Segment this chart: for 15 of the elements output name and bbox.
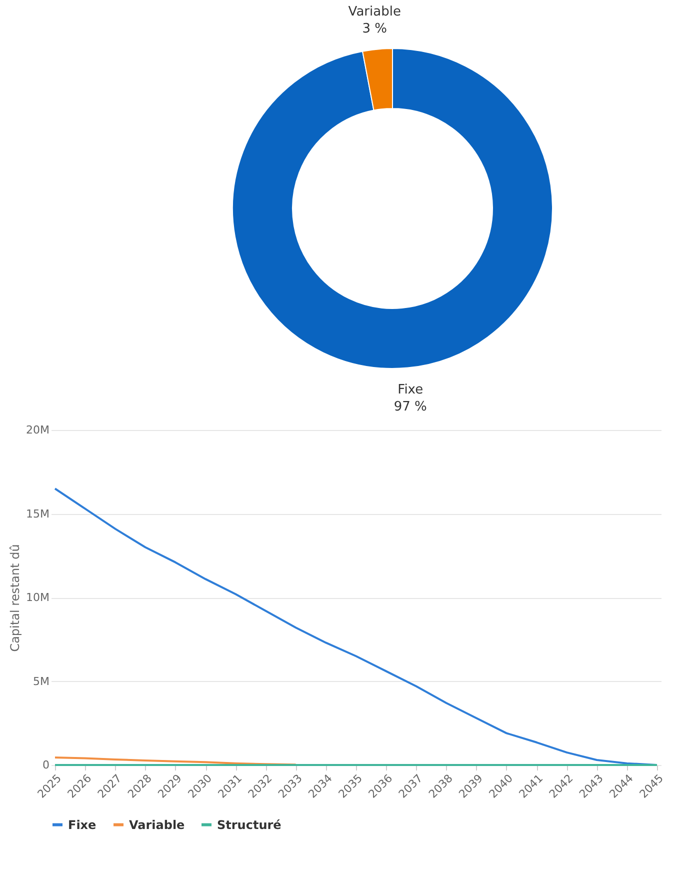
y-tick-label: 10M (26, 591, 50, 604)
y-tick-label: 20M (26, 424, 50, 436)
y-tick-label: 5M (33, 674, 50, 688)
slice-label: Fixe (398, 382, 424, 398)
y-tick-label: 15M (26, 507, 50, 520)
y-tick-label: 0 (42, 758, 50, 772)
slice-label: Variable (348, 4, 401, 20)
y-axis-title: Capital restant dû (8, 544, 22, 652)
line-series (54, 756, 297, 766)
data-label: 97 % (394, 400, 427, 415)
donut-slice (232, 48, 553, 369)
legend-label: Structuré (217, 818, 282, 832)
legend-label: Fixe (68, 818, 96, 832)
data-label: 3 % (362, 21, 387, 36)
legend-label: Variable (129, 818, 185, 832)
